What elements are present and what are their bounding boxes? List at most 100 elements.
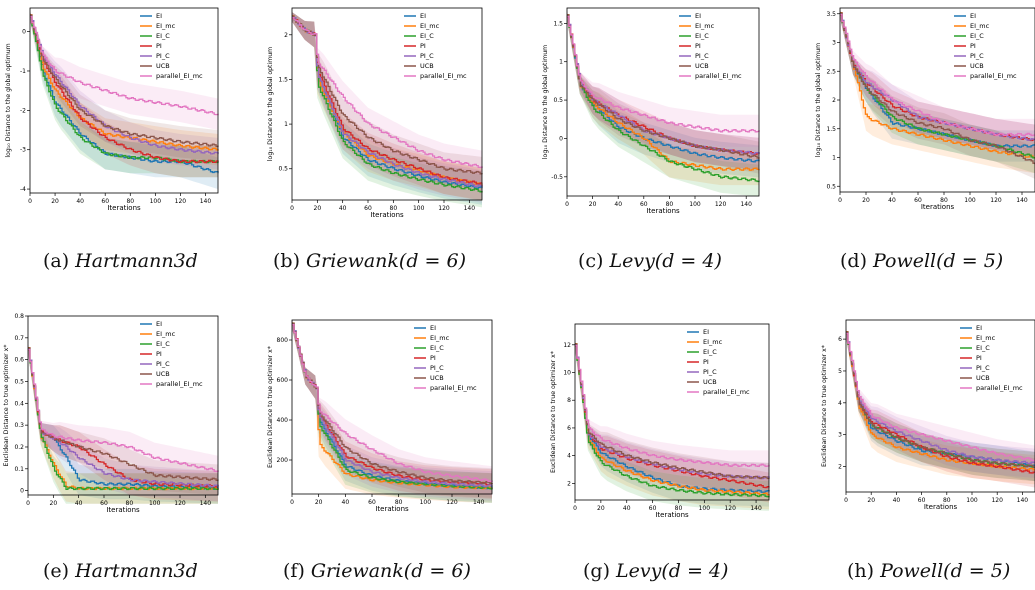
panel-f-ytick-label: 200 [277, 457, 289, 464]
panel-g-legend-label: EI_mc [703, 338, 723, 346]
panel-b-legend-label: PI_C [420, 52, 434, 60]
panel-h-legend-label: PI [976, 354, 982, 362]
panel-g-band-EI [575, 340, 769, 507]
panel-e-legend-label: EI_C [156, 340, 170, 348]
panel-b-ytick-label: 2 [284, 32, 288, 39]
panel-a-legend: EI EI_mc EI_C PI PI_C UCB parallel_EI_mc [140, 12, 203, 80]
panel-e-xtick-label: 100 [149, 500, 161, 507]
panel-g-legend-label: EI [703, 328, 709, 336]
panel-h-ytick-label: 2 [838, 464, 842, 471]
panel-f-legend-label: EI [430, 324, 436, 332]
panel-h-xtick-label: 40 [893, 497, 901, 504]
panel-c-ylabel: log₁₀ Distance to the global optimum [542, 45, 549, 159]
panel-g-line-EI_mc [575, 343, 770, 496]
panel-d-ylabel: log₁₀ Distance to the global optimum [815, 43, 822, 157]
panel-b-axes [291, 7, 483, 201]
panel-e-legend: EI EI_mc EI_C PI PI_C UCB parallel_EI_mc [140, 320, 203, 388]
panel-f-line-parallel_EI_mc [292, 324, 493, 483]
panel-f-xtick-label: 40 [342, 499, 350, 506]
panel-d-band-EI_mc [840, 9, 1035, 174]
caption-e: (e) Hartmann3d [43, 560, 198, 582]
panel-e-legend-label: PI_C [156, 360, 170, 368]
panel-g-xtick-label: 100 [699, 505, 711, 512]
panel-g-axes [574, 323, 770, 501]
panel-c-ytick-label: 1 [559, 59, 563, 66]
panel-c-line-EI_mc [567, 13, 760, 171]
panel-g-xtick-label: 0 [573, 505, 577, 512]
panel-b-xtick-label: 0 [290, 205, 294, 212]
caption-f-label: (f) [283, 560, 305, 582]
panel-g-line-UCB [575, 343, 770, 480]
panel-h-band-PI_C [846, 328, 1035, 478]
panel-c-xtick-label: 20 [589, 201, 597, 208]
panel-e-ylabel: Euclidean Distance to true optimizer x* [3, 345, 10, 467]
caption-d-name: Powell(d = 5) [873, 250, 1004, 272]
panel-g-xtick-label: 80 [675, 505, 683, 512]
caption-g-name: Levy(d = 4) [616, 560, 729, 582]
panel-g-line-PI_C [575, 343, 770, 480]
panel-c-axes [566, 7, 760, 197]
panel-e-legend-label: parallel_EI_mc [156, 380, 203, 388]
panel-e-legend-label: EI_mc [156, 330, 176, 338]
caption-h-label: (h) [847, 560, 875, 582]
panel-f-legend-label: UCB [430, 374, 444, 382]
panel-c-xtick-label: 60 [640, 201, 648, 208]
panel-c-ytick-label: 0 [559, 135, 563, 142]
panel-a-band-EI [30, 11, 218, 190]
panel-c-legend-label: PI [695, 42, 701, 50]
panel-g-xtick-label: 20 [597, 505, 605, 512]
panel-g-band-parallel_EI_mc [575, 340, 769, 481]
panel-c-ytick-label: 1.5 [553, 20, 563, 27]
panel-b-chart: 0 20 40 60 80 100 120 140 0.5 1 1.5 2 Iterations log₁… [267, 7, 483, 219]
panel-f-xtick-label: 140 [473, 499, 485, 506]
panel-h-xtick-label: 100 [966, 497, 978, 504]
panel-h-legend-label: EI [976, 324, 982, 332]
panel-a-xtick-label: 140 [200, 198, 212, 205]
panel-b-legend-label: UCB [420, 62, 434, 70]
caption-h-name: Powell(d = 5) [880, 560, 1011, 582]
caption-a-label: (a) [43, 250, 70, 272]
panel-c-legend-label: PI_C [695, 52, 709, 60]
panel-a-legend-label: PI_C [156, 52, 170, 60]
panel-g-xtick-label: 60 [649, 505, 657, 512]
panel-e-line-UCB [28, 347, 219, 481]
panel-c-legend-label: EI [695, 12, 701, 20]
panel-d-legend-label: parallel_EI_mc [970, 72, 1017, 80]
panel-b-band-parallel_EI_mc [292, 12, 482, 184]
panel-e-ytick-label: 0 [20, 488, 24, 495]
panel-d-line-parallel_EI_mc [840, 13, 1035, 137]
panel-h-xtick-label: 140 [1017, 497, 1029, 504]
panel-b-xtick-label: 80 [390, 205, 398, 212]
panel-d-legend-label: EI_C [970, 32, 984, 40]
panel-g-ytick-label: 12 [563, 342, 571, 349]
panel-d-legend-label: EI [970, 12, 976, 20]
panel-d-xtick-label: 60 [914, 197, 922, 204]
panel-e-band-EI [28, 344, 218, 504]
panel-g-ytick-label: 10 [563, 370, 571, 377]
panel-e-line-EI_C [28, 348, 219, 491]
panel-e-xtick-label: 20 [50, 500, 58, 507]
panel-e-chart: 0 20 40 60 80 100 120 140 0 0.1 0.2 0.3 0.4 0.5 0.6 0.7… [3, 313, 219, 514]
panel-a-axes [29, 7, 219, 194]
panel-f-ytick-label: 800 [277, 337, 289, 344]
panel-e-xtick-label: 0 [26, 500, 30, 507]
panel-h-legend-label: EI_C [976, 344, 990, 352]
panel-h-xtick-label: 60 [918, 497, 926, 504]
panel-h-line-EI [846, 332, 1035, 468]
panel-b-line-UCB [292, 15, 483, 175]
panel-h-band-UCB [846, 328, 1035, 482]
panel-f-xlabel: Iterations [375, 505, 409, 513]
panel-a-ytick-label: -2 [20, 107, 26, 114]
panel-f-axes [291, 319, 493, 495]
panel-h-band-EI [846, 328, 1035, 482]
panel-h-ytick-label: 5 [838, 368, 842, 375]
panel-f-line-UCB [292, 322, 493, 485]
panel-g-xtick-label: 140 [750, 505, 762, 512]
panel-g-line-EI_C [575, 344, 770, 498]
panel-h-legend-label: PI_C [976, 364, 990, 372]
caption-e-label: (e) [43, 560, 70, 582]
panel-c-legend-label: EI_C [695, 32, 709, 40]
panel-f-legend-label: parallel_EI_mc [430, 384, 477, 392]
panel-b-xtick-label: 20 [314, 205, 322, 212]
panel-e-xtick-label: 140 [200, 500, 212, 507]
